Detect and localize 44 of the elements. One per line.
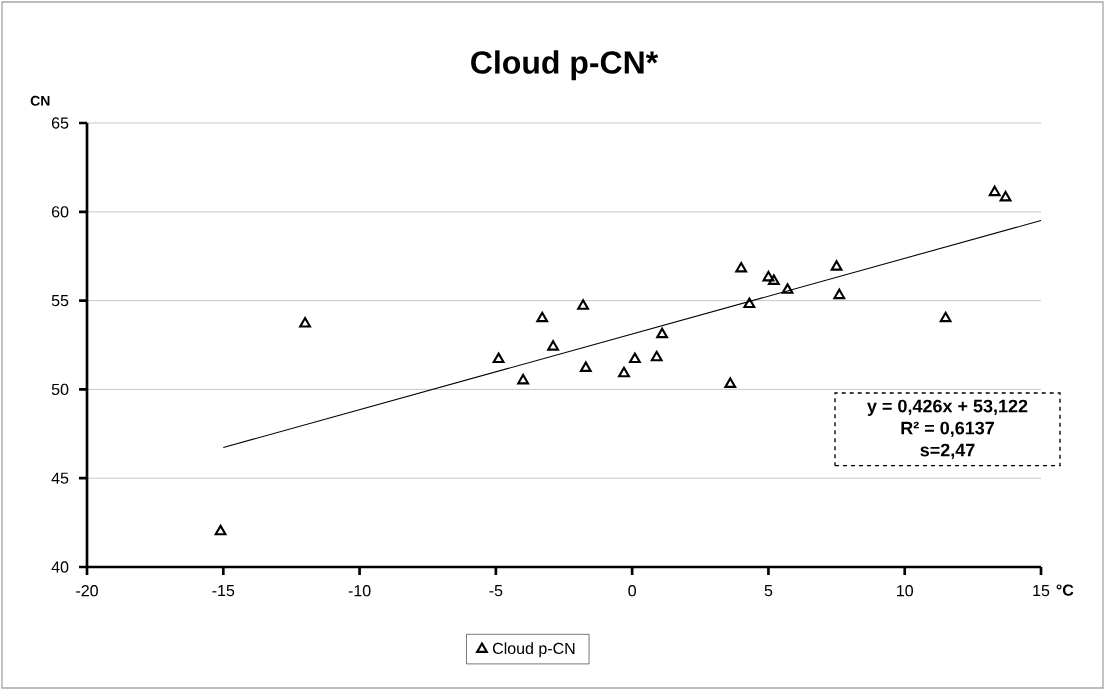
- point: [214, 524, 227, 536]
- point: [735, 261, 748, 273]
- y-tick-label: 40: [51, 561, 69, 573]
- x-tick-label: -10: [348, 585, 371, 597]
- point: [939, 311, 952, 323]
- point: [656, 327, 669, 339]
- x-tick-label: -15: [212, 585, 235, 597]
- chart-title: Cloud p-CN*: [471, 50, 659, 81]
- y-tick-label: 55: [51, 295, 69, 307]
- point: [492, 352, 505, 364]
- annotation: s=2,47: [920, 443, 975, 460]
- x-tick-label: 10: [897, 585, 913, 597]
- x-tick-label: 5: [764, 585, 773, 597]
- point: [724, 377, 737, 388]
- annotation: R² = 0,6137: [901, 421, 994, 438]
- y-tick-label: 45: [51, 472, 69, 484]
- y-axis-title: CN: [30, 95, 50, 106]
- point: [762, 270, 775, 282]
- point: [579, 361, 592, 372]
- point: [299, 317, 311, 328]
- point: [650, 350, 663, 362]
- point: [628, 352, 641, 364]
- x-tick-label: -20: [76, 585, 98, 597]
- point: [988, 185, 1001, 197]
- point: [833, 288, 846, 300]
- y-tick-label: 60: [51, 206, 69, 218]
- legend-label: Cloud p-CN: [492, 642, 575, 658]
- point: [618, 366, 630, 378]
- point: [547, 340, 560, 351]
- x-axis-title: °C: [1056, 584, 1074, 596]
- point: [517, 373, 530, 385]
- point: [536, 311, 549, 323]
- annotation: y = 0,426x + 53,122: [867, 399, 1028, 416]
- point: [781, 283, 794, 294]
- y-tick-label: 65: [51, 117, 69, 129]
- y-tick-label: 50: [51, 383, 69, 396]
- point: [830, 260, 843, 271]
- x-tick-label: -5: [489, 585, 503, 597]
- point: [999, 190, 1012, 202]
- x-tick-label: 0: [628, 585, 636, 597]
- point: [577, 299, 590, 310]
- x-tick-label: 15: [1033, 585, 1050, 597]
- point: [767, 274, 780, 285]
- point: [743, 297, 756, 309]
